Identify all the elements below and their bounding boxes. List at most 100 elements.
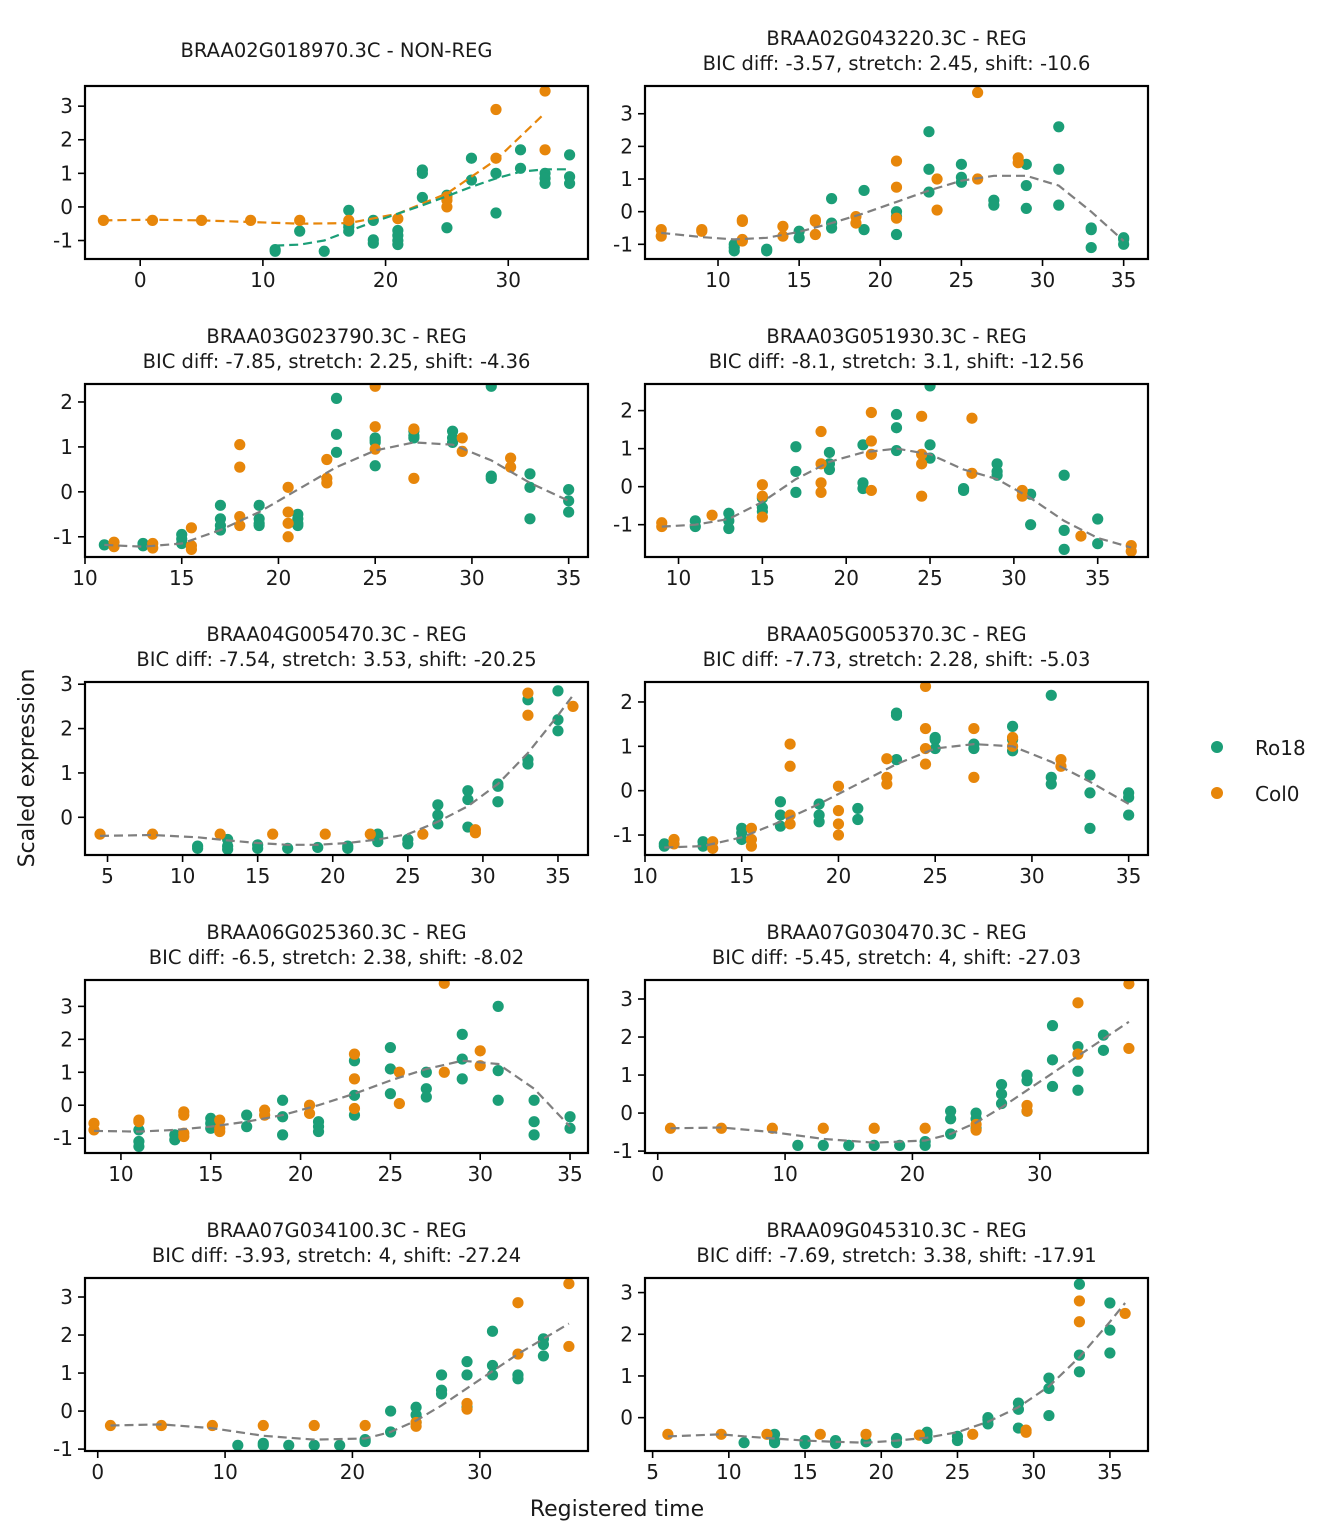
data-point-ro18	[524, 481, 536, 493]
panel-title: BRAA03G051930.3C - REG	[766, 325, 1026, 348]
data-point-col0	[234, 519, 246, 532]
x-tick-label: 15	[729, 864, 754, 888]
y-tick-label: 0	[620, 1406, 633, 1430]
data-point-ro18	[1097, 1044, 1110, 1056]
data-point-col0	[664, 1122, 677, 1134]
data-point-ro18	[736, 833, 748, 846]
data-point-col0	[234, 439, 246, 451]
data-point-ro18	[524, 513, 536, 525]
x-tick-label: 25	[395, 864, 420, 888]
x-tick-label: 10	[772, 1162, 797, 1186]
data-point-ro18	[420, 1091, 432, 1103]
data-point-ro18	[890, 228, 903, 241]
data-point-col0	[1075, 530, 1087, 542]
x-tick-label: 20	[373, 268, 398, 292]
y-tick-label: 1	[60, 1060, 73, 1084]
data-point-ro18	[465, 174, 478, 186]
data-point-ro18	[923, 186, 935, 198]
data-point-ro18	[192, 842, 204, 854]
data-point-ro18	[951, 1434, 964, 1447]
fit-line-fit	[670, 1020, 1130, 1144]
data-point-ro18	[1104, 1347, 1116, 1359]
data-point-col0	[474, 1045, 486, 1057]
data-point-ro18	[890, 422, 903, 434]
data-point-ro18	[384, 1088, 396, 1100]
data-point-col0	[214, 1114, 226, 1126]
data-point-ro18	[1046, 1080, 1059, 1093]
data-point-ro18	[924, 384, 936, 392]
data-point-col0	[343, 214, 355, 226]
data-point-ro18	[955, 158, 968, 170]
data-point-col0	[1123, 1042, 1135, 1055]
data-point-ro18	[446, 436, 459, 449]
legend-label-ro18: Ro18	[1255, 736, 1306, 760]
plot-area	[97, 86, 576, 257]
data-point-ro18	[857, 439, 869, 451]
data-point-col0	[809, 215, 821, 228]
data-point-col0	[809, 228, 821, 241]
data-point-col0	[104, 1419, 117, 1432]
x-tick-label: 30	[1019, 864, 1044, 888]
x-tick-label: 35	[1085, 566, 1110, 590]
data-point-col0	[257, 1419, 269, 1432]
data-point-col0	[321, 453, 333, 466]
y-tick-label: 2	[620, 1025, 633, 1049]
fit-line-fit	[104, 441, 570, 548]
data-point-ro18	[774, 796, 787, 808]
y-tick-label: 1	[620, 1364, 633, 1388]
plot-area	[94, 685, 579, 855]
plot-area	[655, 86, 1130, 257]
y-tick-label: -1	[613, 823, 633, 847]
data-point-ro18	[1072, 1084, 1084, 1096]
y-tick-label: 1	[620, 1063, 633, 1087]
data-point-col0	[736, 235, 748, 247]
data-point-ro18	[1123, 791, 1135, 803]
data-point-col0	[662, 1428, 674, 1440]
data-point-ro18	[408, 432, 420, 444]
data-point-ro18	[1085, 224, 1097, 236]
data-point-col0	[817, 1122, 829, 1134]
data-point-ro18	[563, 149, 576, 161]
y-tick-label: -1	[53, 229, 73, 253]
x-tick-label: 0	[91, 1460, 104, 1484]
data-point-ro18	[1058, 543, 1070, 555]
data-point-ro18	[968, 742, 980, 755]
x-tick-label: 30	[467, 1460, 492, 1484]
data-point-col0	[364, 828, 376, 840]
panel-subtitle: BIC diff: -5.45, stretch: 4, shift: -27.…	[712, 946, 1081, 969]
data-point-col0	[860, 1428, 872, 1440]
data-point-col0	[1012, 157, 1024, 169]
panel-frame	[83, 84, 590, 261]
data-point-col0	[706, 509, 718, 521]
data-point-col0	[94, 828, 106, 840]
data-point-ro18	[253, 519, 265, 532]
data-point-ro18	[385, 1405, 397, 1417]
data-point-col0	[133, 1116, 145, 1128]
data-point-ro18	[528, 1094, 540, 1106]
data-point-ro18	[823, 463, 836, 476]
data-point-ro18	[1021, 1075, 1033, 1087]
data-point-ro18	[1053, 121, 1065, 133]
fit-line-fit	[110, 1322, 570, 1441]
legend-key-col0	[1211, 787, 1223, 799]
data-point-ro18	[241, 1109, 253, 1121]
data-point-ro18	[945, 1113, 957, 1125]
data-point-ro18	[890, 408, 903, 421]
data-point-ro18	[384, 1041, 396, 1054]
data-point-col0	[1073, 1316, 1086, 1328]
data-point-col0	[890, 181, 903, 193]
y-tick-label: 2	[620, 399, 633, 423]
x-tick-label: 35	[557, 1162, 582, 1186]
fit-line-fit	[93, 1059, 571, 1133]
panel-subtitle: BIC diff: -6.5, stretch: 2.38, shift: -8…	[149, 946, 524, 969]
data-point-ro18	[1006, 720, 1019, 732]
data-point-ro18	[1043, 1409, 1055, 1422]
data-point-ro18	[1043, 1372, 1055, 1384]
legend-label-col0: Col0	[1255, 782, 1299, 806]
data-point-col0	[490, 152, 502, 164]
data-point-col0	[919, 722, 932, 735]
data-point-col0	[832, 818, 845, 830]
y-tick-label: 2	[60, 1323, 73, 1347]
